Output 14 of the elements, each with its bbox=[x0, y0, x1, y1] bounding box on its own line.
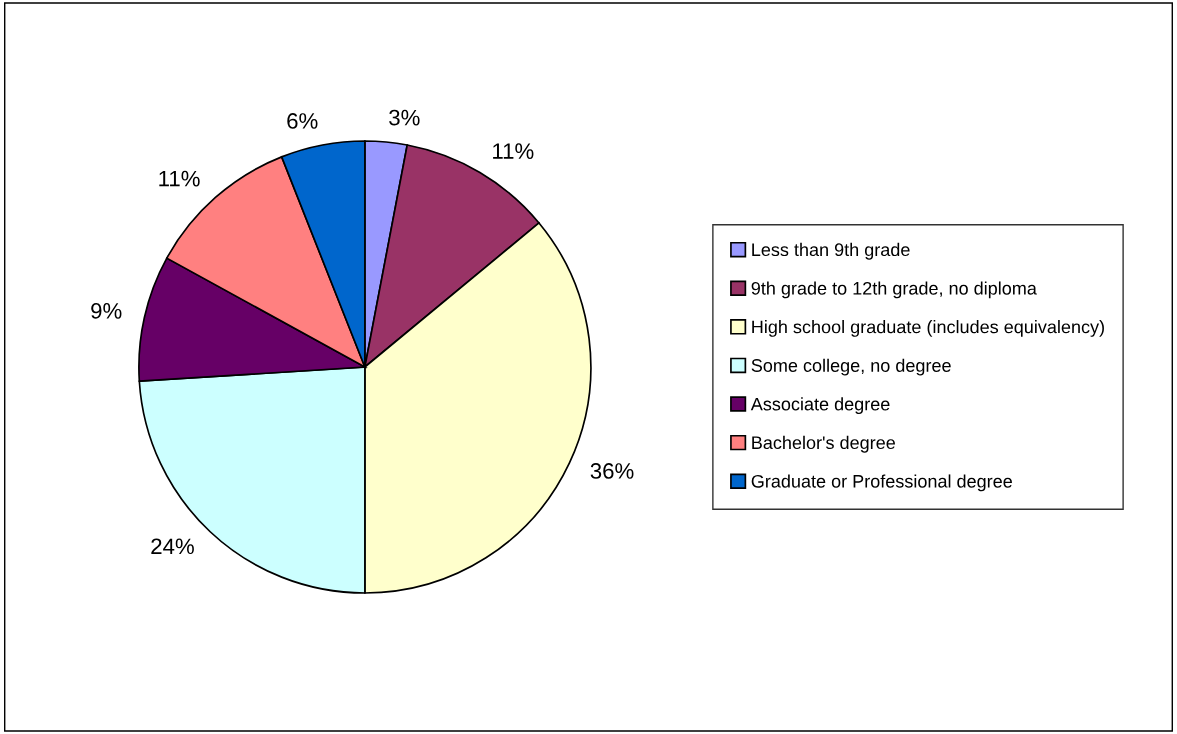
legend-label: 9th grade to 12th grade, no diploma bbox=[751, 281, 1037, 299]
data-label: 3% bbox=[389, 109, 420, 126]
legend-label: Graduate or Professional degree bbox=[751, 474, 1012, 492]
legend-label: Associate degree bbox=[750, 397, 890, 415]
data-label: 24% bbox=[151, 538, 194, 555]
data-label: 6% bbox=[287, 113, 318, 129]
data-label: 36% bbox=[590, 463, 634, 479]
legend-label: High school graduate (includes equivalency) bbox=[752, 320, 1104, 337]
data-label: 11% bbox=[493, 143, 534, 159]
data-label: 9% bbox=[91, 303, 122, 319]
legend-label: Bachelor's degree bbox=[752, 435, 895, 453]
legend-label: Less than 9th grade bbox=[752, 242, 910, 260]
legend-label: Some college, no degree bbox=[751, 358, 951, 376]
data-label: 11% bbox=[159, 170, 200, 187]
